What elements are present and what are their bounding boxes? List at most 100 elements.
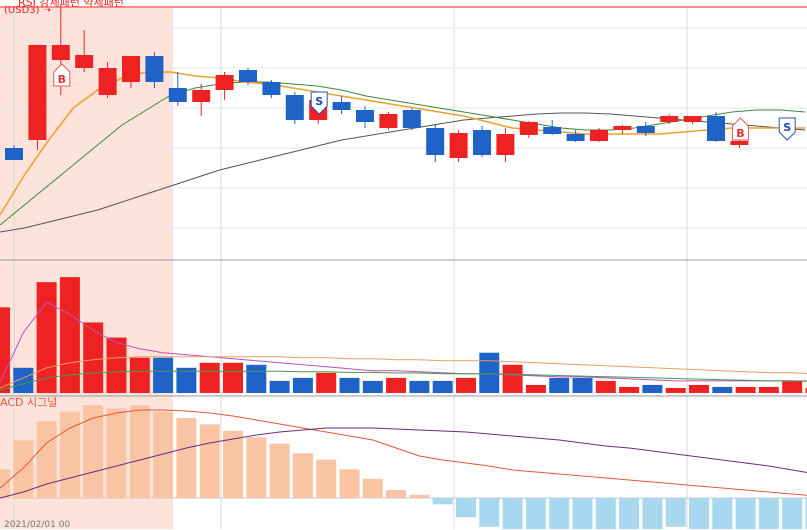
candle-body bbox=[379, 114, 397, 128]
oscillator-bar bbox=[107, 408, 127, 498]
volume-bar bbox=[153, 358, 173, 393]
volume-bar bbox=[549, 378, 569, 393]
oscillator-bar bbox=[316, 460, 336, 498]
oscillator-bar bbox=[642, 498, 662, 529]
candle-body bbox=[356, 110, 374, 122]
candle-body bbox=[450, 133, 468, 158]
volume-bar bbox=[736, 387, 756, 393]
volume-bar bbox=[596, 381, 616, 393]
volume-bar bbox=[782, 381, 802, 393]
volume-bar bbox=[37, 282, 57, 393]
candle-body bbox=[192, 90, 210, 102]
volume-bar bbox=[340, 378, 360, 393]
volume-bar bbox=[386, 378, 406, 393]
candle-body bbox=[28, 45, 46, 140]
oscillator-bar bbox=[130, 405, 150, 498]
oscillator-bar bbox=[409, 495, 429, 498]
oscillator-bar bbox=[503, 498, 523, 529]
macd-title-text: ACD 시그널 bbox=[0, 396, 57, 409]
candle bbox=[379, 112, 397, 130]
volume-bar bbox=[526, 385, 546, 393]
oscillator-bar bbox=[479, 498, 499, 527]
candle-body bbox=[333, 102, 351, 110]
oscillator-bar bbox=[759, 498, 779, 529]
volume-bar bbox=[433, 381, 453, 393]
arrow-right-icon: ➝ bbox=[43, 5, 51, 16]
candle-body bbox=[520, 122, 538, 135]
candle bbox=[192, 84, 210, 116]
oscillator-bar bbox=[246, 437, 266, 498]
macd-title: ACD 시그널 bbox=[0, 394, 57, 410]
candle-body bbox=[660, 116, 678, 122]
volume-bar bbox=[479, 353, 499, 393]
oscillator-bar bbox=[456, 498, 476, 517]
signal-label: B bbox=[736, 127, 744, 140]
oscillator-bar bbox=[712, 498, 732, 529]
candle-body bbox=[99, 68, 117, 95]
candle bbox=[660, 114, 678, 124]
volume-bar bbox=[107, 338, 127, 393]
candle bbox=[426, 124, 444, 162]
signal-label: S bbox=[783, 121, 791, 134]
volume-bar bbox=[409, 381, 429, 393]
oscillator-bar bbox=[782, 498, 802, 529]
oscillator-bar bbox=[433, 498, 453, 504]
candle-body bbox=[75, 55, 93, 68]
candle bbox=[520, 121, 538, 138]
volume-bar bbox=[642, 385, 662, 393]
oscillator-bar bbox=[526, 498, 546, 529]
oscillator-bar bbox=[176, 418, 196, 498]
volume-bar bbox=[363, 381, 383, 393]
price-tag: (USD3) ➝ bbox=[4, 5, 51, 16]
signal-label: B bbox=[58, 73, 66, 86]
candle bbox=[403, 108, 421, 130]
oscillator-bar bbox=[689, 498, 709, 529]
oscillator-bar bbox=[736, 498, 756, 529]
candle-body bbox=[637, 126, 655, 133]
candle-body bbox=[496, 134, 514, 155]
volume-bar bbox=[456, 378, 476, 393]
candle bbox=[333, 96, 351, 114]
candle-body bbox=[590, 130, 608, 141]
candle bbox=[216, 72, 234, 100]
volume-bar bbox=[619, 387, 639, 393]
volume-bar bbox=[246, 365, 266, 393]
oscillator-bar bbox=[223, 431, 243, 498]
candle bbox=[286, 92, 304, 124]
oscillator-bar bbox=[363, 479, 383, 498]
candle-body bbox=[5, 148, 23, 160]
candle-body bbox=[286, 95, 304, 120]
candle bbox=[684, 116, 702, 124]
candle-body bbox=[684, 116, 702, 122]
candle bbox=[356, 106, 374, 128]
oscillator-bar bbox=[83, 405, 103, 498]
oscillator-bar bbox=[153, 412, 173, 498]
oscillator-bar bbox=[596, 498, 616, 529]
candle-body bbox=[707, 116, 725, 141]
candle-body bbox=[262, 82, 280, 95]
signal-label: S bbox=[315, 95, 323, 108]
candle-body bbox=[567, 134, 585, 141]
candle bbox=[543, 120, 561, 135]
candle-body bbox=[403, 110, 421, 128]
price-tag-text: (USD3) bbox=[4, 5, 40, 16]
candle bbox=[707, 112, 725, 142]
volume-bar bbox=[666, 388, 686, 393]
oscillator-bar bbox=[340, 469, 360, 498]
volume-bar bbox=[712, 387, 732, 393]
candle-body bbox=[473, 130, 491, 155]
volume-bar bbox=[223, 363, 243, 393]
candle bbox=[28, 45, 46, 150]
volume-bar bbox=[503, 365, 523, 393]
oscillator-bar bbox=[386, 490, 406, 498]
candle bbox=[613, 125, 631, 134]
volume-bar bbox=[689, 385, 709, 393]
volume-bar bbox=[270, 381, 290, 393]
candle bbox=[496, 128, 514, 162]
sell-signal-marker: S bbox=[779, 118, 795, 140]
candle-body bbox=[730, 141, 748, 145]
oscillator-bar bbox=[573, 498, 593, 529]
oscillator-bar bbox=[666, 498, 686, 527]
volume-bar bbox=[759, 387, 779, 393]
